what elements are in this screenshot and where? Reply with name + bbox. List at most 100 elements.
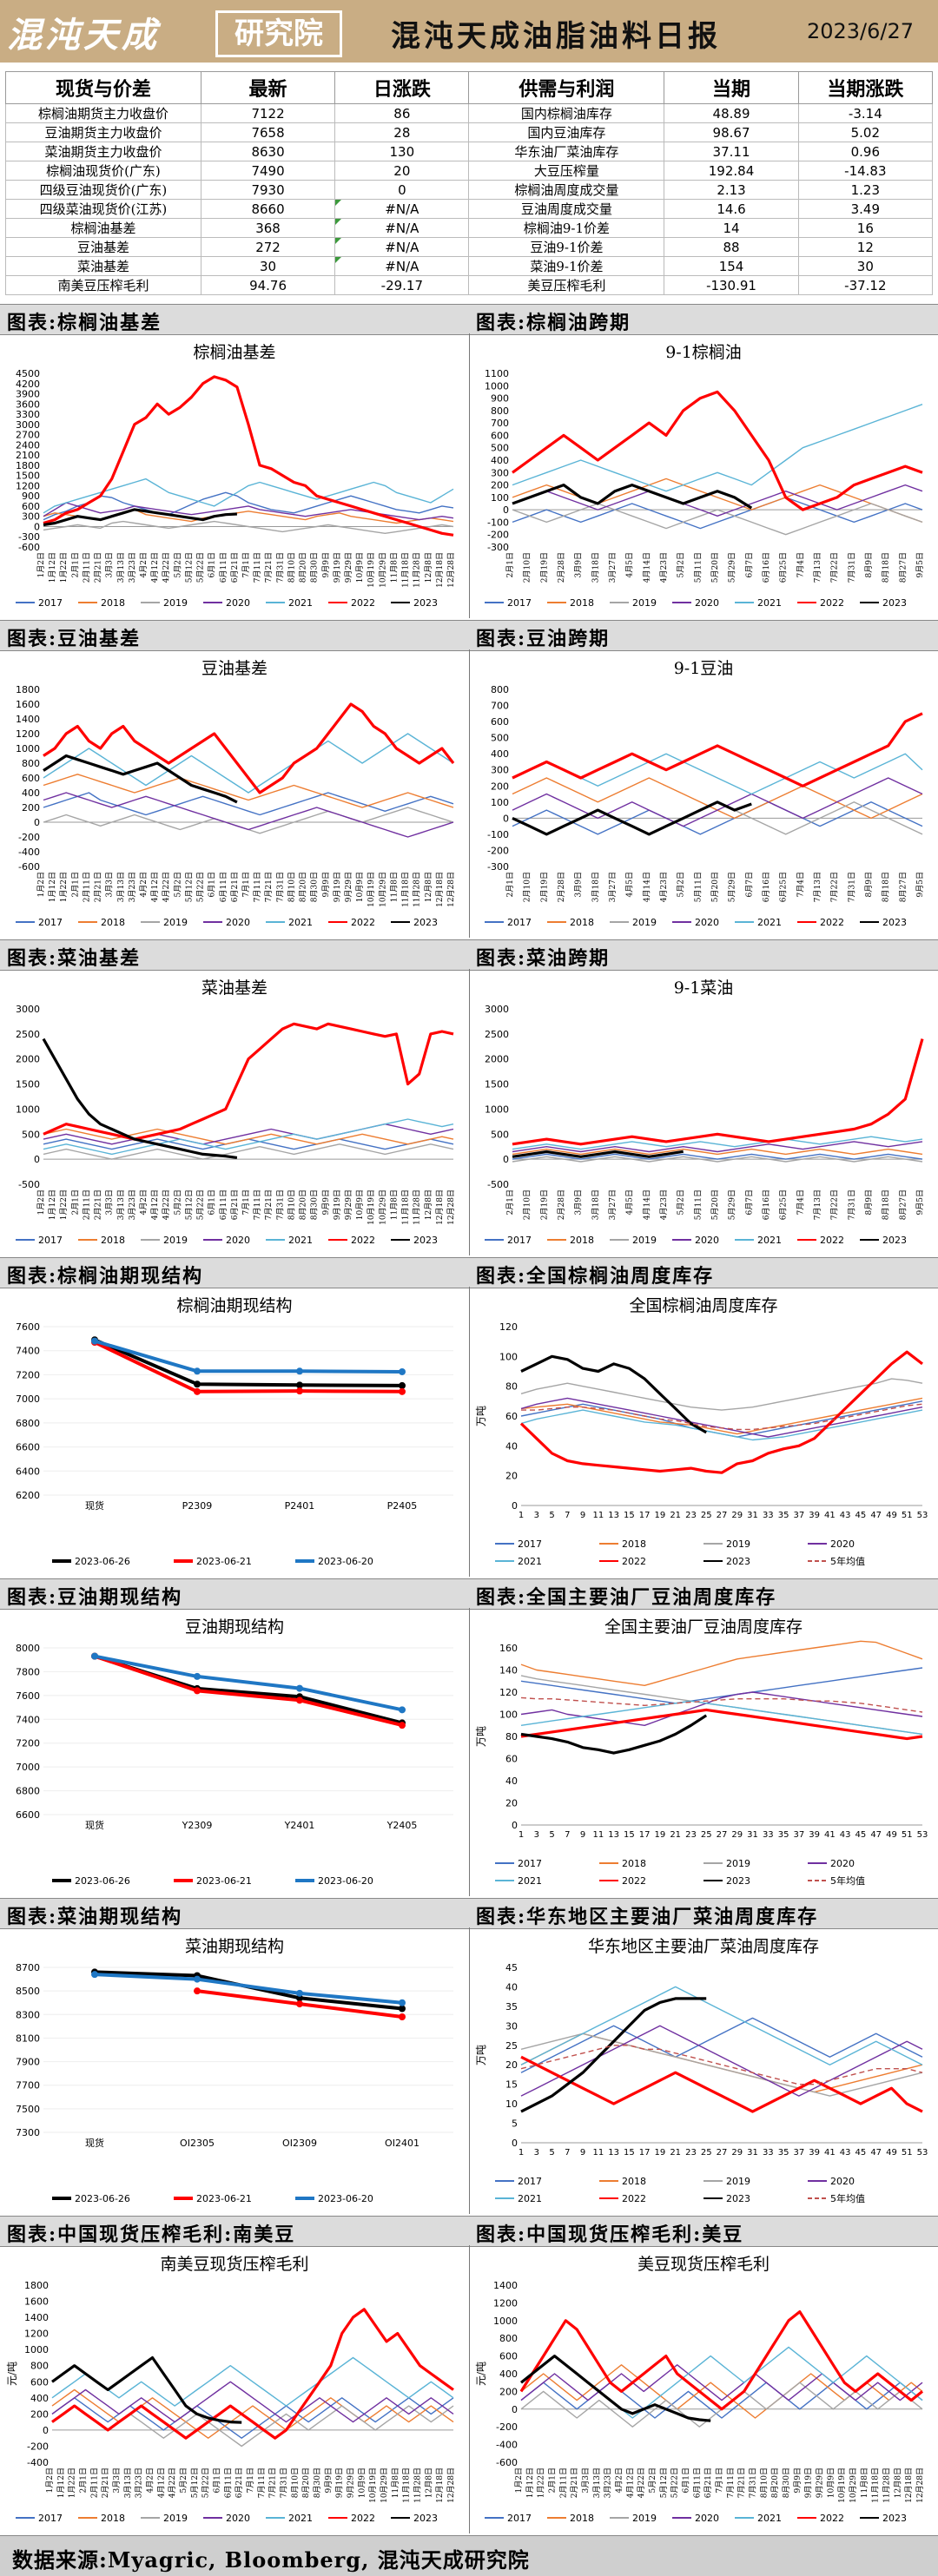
x-tick-label: 11月28日: [413, 2467, 423, 2503]
series-line-2020: [43, 502, 454, 521]
y-tick-label: -400: [496, 2440, 518, 2451]
x-tick-label: 4月12日: [625, 2467, 635, 2498]
y-tick-label: 500: [22, 1129, 40, 1140]
data-point: [91, 1652, 98, 1660]
x-tick-label: 3月13日: [123, 2467, 133, 2498]
y-tick-label: 600: [22, 773, 40, 784]
y-tick-label: 2700: [16, 430, 40, 441]
legend-label: 2021: [518, 1875, 542, 1887]
chart-title: 菜油期现结构: [185, 1937, 284, 1956]
y-tick-label: 140: [499, 1665, 518, 1677]
x-tick-label: 35: [778, 1830, 789, 1840]
y-tick-label: -400: [27, 2457, 49, 2468]
chart-panel: 全国棕榈油周度库存 万吨 0 20 40 60 80 100 120 1 3 5 7 9 11 13 15 17 1…: [472, 1288, 935, 1578]
x-tick-label: 12月28日: [446, 552, 456, 588]
x-tick-label: 8月10日: [290, 2467, 300, 2498]
table-row: 棕榈油现货价(广东) 7490 20 大豆压榨量 192.84 -14.83: [5, 161, 934, 181]
legend-label: 2018: [622, 2176, 646, 2187]
x-tick-label: 3月3日: [105, 552, 115, 577]
x-tick-label: 8月20日: [299, 872, 308, 902]
y-axis-label: 元/吨: [475, 2362, 487, 2386]
y-tick-label: 100: [491, 492, 509, 504]
x-tick-label: 43: [840, 2148, 851, 2158]
x-tick-label: 11月8日: [389, 872, 399, 902]
x-tick-label: 3月13日: [592, 2467, 602, 2498]
series-line-2023-06-21: [94, 1654, 403, 1728]
spot-label: 南美豆压榨毛利: [5, 275, 201, 295]
section-header: 图表:中国现货压榨毛利:南美豆 图表:中国现货压榨毛利:美豆: [0, 2216, 938, 2247]
x-tick-label: OI2401: [385, 2138, 419, 2149]
current-change: 12: [797, 237, 934, 257]
table-header-row: 现货与价差 最新 日涨跌 供需与利润 当期 当期涨跌: [5, 71, 934, 104]
x-tick-label: 3月9日: [574, 552, 584, 577]
x-tick-label: 1: [519, 1830, 524, 1840]
legend-label: 2023: [882, 917, 907, 928]
x-tick-label: 8月20日: [299, 552, 308, 583]
y-tick-label: -200: [496, 2421, 518, 2433]
chart-panel: 豆油期现结构 6600 6800 7000 7200 7400 7600 7800 8000 现货…: [3, 1610, 466, 1898]
series-line-5年均值: [520, 1696, 923, 1713]
series-line-2017: [43, 491, 454, 521]
x-tick-label: 4月22日: [162, 552, 171, 583]
x-tick-label: 1月22日: [537, 2467, 546, 2498]
series-line-2023-06-21: [94, 1341, 403, 1393]
y-tick-label: 1500: [16, 471, 40, 482]
x-tick-label: 7月22日: [830, 552, 840, 583]
x-tick-label: 8月18日: [882, 552, 891, 583]
x-tick-label: 1月22日: [59, 872, 69, 902]
x-tick-label: 4月2日: [146, 2467, 155, 2493]
x-tick-label: 7月13日: [813, 872, 822, 902]
x-tick-label: 6月7日: [744, 1189, 754, 1215]
series-line-2021: [512, 1136, 923, 1150]
x-tick-label: 4月5日: [625, 1189, 635, 1215]
legend-label: 2021: [757, 2513, 782, 2524]
x-tick-label: 49: [886, 1511, 897, 1520]
series-line-2022: [512, 390, 923, 511]
x-tick-label: 5月2日: [648, 2467, 657, 2493]
x-tick-label: 7月11日: [257, 2467, 267, 2498]
y-tick-label: 1800: [24, 2280, 49, 2291]
x-tick-label: 7月31日: [280, 2467, 289, 2498]
section-title-left: 图表:菜油期现结构: [7, 1906, 183, 1928]
x-tick-label: 2月1日: [505, 552, 515, 577]
x-tick-label: 5月2日: [677, 872, 686, 897]
x-tick-label: 5月2日: [173, 872, 182, 897]
x-tick-label: 47: [870, 1511, 882, 1520]
legend-label: 2019: [163, 597, 188, 609]
x-tick-label: 4月5日: [625, 872, 635, 897]
x-tick-label: 5月22日: [670, 2467, 680, 2498]
x-tick-label: 37: [793, 2148, 804, 2158]
legend-label: 5年均值: [830, 2192, 865, 2204]
x-tick-label: 4月14日: [642, 1189, 651, 1220]
series-line-2017: [43, 792, 454, 816]
x-tick-label: P2401: [285, 1500, 315, 1512]
x-tick-label: 37: [793, 1511, 804, 1520]
x-tick-label: 8月27日: [898, 872, 908, 902]
section-title-right: 图表:豆油跨期: [476, 628, 611, 650]
x-tick-label: 6月11日: [692, 2467, 702, 2498]
series-line-2020: [520, 1691, 923, 1726]
y-tick-label: -600: [18, 861, 40, 873]
x-tick-label: 9月9日: [321, 552, 331, 577]
legend-label: 2023-06-20: [318, 2193, 373, 2204]
y-tick-label: -300: [18, 531, 40, 543]
x-tick-label: 4月22日: [168, 2467, 177, 2498]
y-tick-label: 40: [505, 1440, 518, 1452]
x-tick-label: 37: [793, 1830, 804, 1840]
x-tick-label: 43: [840, 1511, 851, 1520]
current-value: 98.67: [664, 122, 799, 142]
y-tick-label: -600: [496, 2457, 518, 2468]
x-tick-label: 39: [809, 1511, 820, 1520]
x-tick-label: 35: [778, 2148, 789, 2158]
x-tick-label: 7月21日: [268, 2467, 278, 2498]
y-tick-label: 7200: [16, 1369, 40, 1380]
y-tick-label: 15: [505, 2079, 518, 2091]
x-tick-label: 5月20日: [710, 1189, 720, 1220]
chart-panel: 9-1菜油 -500 0 500 1000 1500 2000 2500 3000 2月1日 2月1…: [472, 971, 935, 1257]
chart-panel: 9-1棕榈油 -300 -200 -100 0 100 200 300 400 500 600 700…: [472, 335, 935, 620]
x-tick-label: 7月1日: [241, 872, 251, 897]
y-tick-label: -100: [487, 829, 509, 840]
